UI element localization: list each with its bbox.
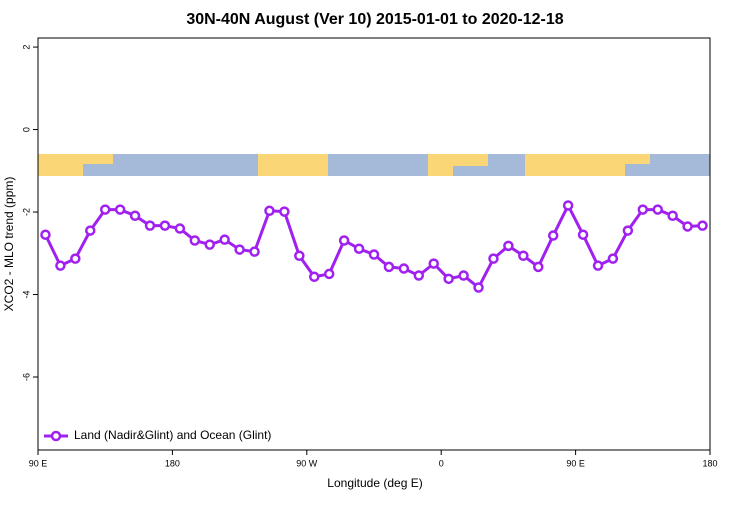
data-point xyxy=(503,240,514,252)
data-point xyxy=(204,239,215,250)
data-point xyxy=(488,253,499,264)
legend-marker xyxy=(50,430,62,442)
data-point xyxy=(249,246,260,257)
data-point xyxy=(70,253,81,264)
data-point xyxy=(607,253,619,264)
data-point xyxy=(279,206,290,217)
map-strip xyxy=(38,154,710,176)
y-tick-label: 0 xyxy=(21,127,31,132)
data-point xyxy=(353,243,365,254)
data-point xyxy=(652,204,663,215)
data-point xyxy=(667,210,678,221)
legend-label: Land (Nadir&Glint) and Ocean (Glint) xyxy=(74,428,271,442)
data-point xyxy=(637,204,649,215)
data-point xyxy=(264,205,275,217)
data-point xyxy=(338,235,350,246)
data-point xyxy=(219,234,230,245)
x-tick-label: 90 E xyxy=(566,458,585,468)
data-point xyxy=(85,225,96,236)
data-point xyxy=(129,210,141,221)
data-point xyxy=(398,263,410,274)
data-point xyxy=(562,200,574,211)
data-point xyxy=(383,261,395,273)
data-point xyxy=(697,220,708,231)
y-tick-label: -2 xyxy=(21,208,31,216)
data-point xyxy=(234,244,245,255)
data-point xyxy=(99,204,111,215)
data-point xyxy=(413,270,425,281)
data-point xyxy=(428,258,439,269)
series-line xyxy=(44,202,703,290)
data-point xyxy=(682,221,693,232)
x-tick-label: 90 E xyxy=(29,458,48,468)
data-point xyxy=(144,220,156,231)
data-point xyxy=(189,235,201,246)
data-point xyxy=(622,225,634,236)
data-point xyxy=(473,282,484,293)
y-tick-label: -6 xyxy=(21,373,31,381)
data-point xyxy=(443,273,454,285)
data-point xyxy=(323,268,335,280)
x-tick-label: 0 xyxy=(439,458,444,468)
data-point xyxy=(294,250,305,262)
data-point xyxy=(40,229,51,240)
data-point xyxy=(518,250,529,262)
x-tick-label: 180 xyxy=(702,458,717,468)
data-point xyxy=(309,271,320,283)
data-point xyxy=(55,260,66,271)
data-point xyxy=(174,223,186,234)
data-point xyxy=(577,229,589,240)
x-axis-label: Longitude (deg E) xyxy=(327,476,422,490)
data-point xyxy=(159,220,171,231)
data-point xyxy=(547,230,559,241)
data-point xyxy=(533,261,544,273)
y-axis-label: XCO2 - MLO trend (ppm) xyxy=(2,177,16,312)
plot-frame xyxy=(37,37,711,451)
data-point xyxy=(368,249,380,260)
chart-title: 30N-40N August (Ver 10) 2015-01-01 to 20… xyxy=(186,11,563,28)
y-tick-label: 2 xyxy=(21,45,31,50)
data-point xyxy=(114,204,126,215)
y-tick-label: -4 xyxy=(21,291,31,299)
x-tick-label: 90 W xyxy=(296,458,318,468)
data-point xyxy=(458,270,469,281)
x-tick-label: 180 xyxy=(165,458,180,468)
data-point xyxy=(592,260,604,271)
